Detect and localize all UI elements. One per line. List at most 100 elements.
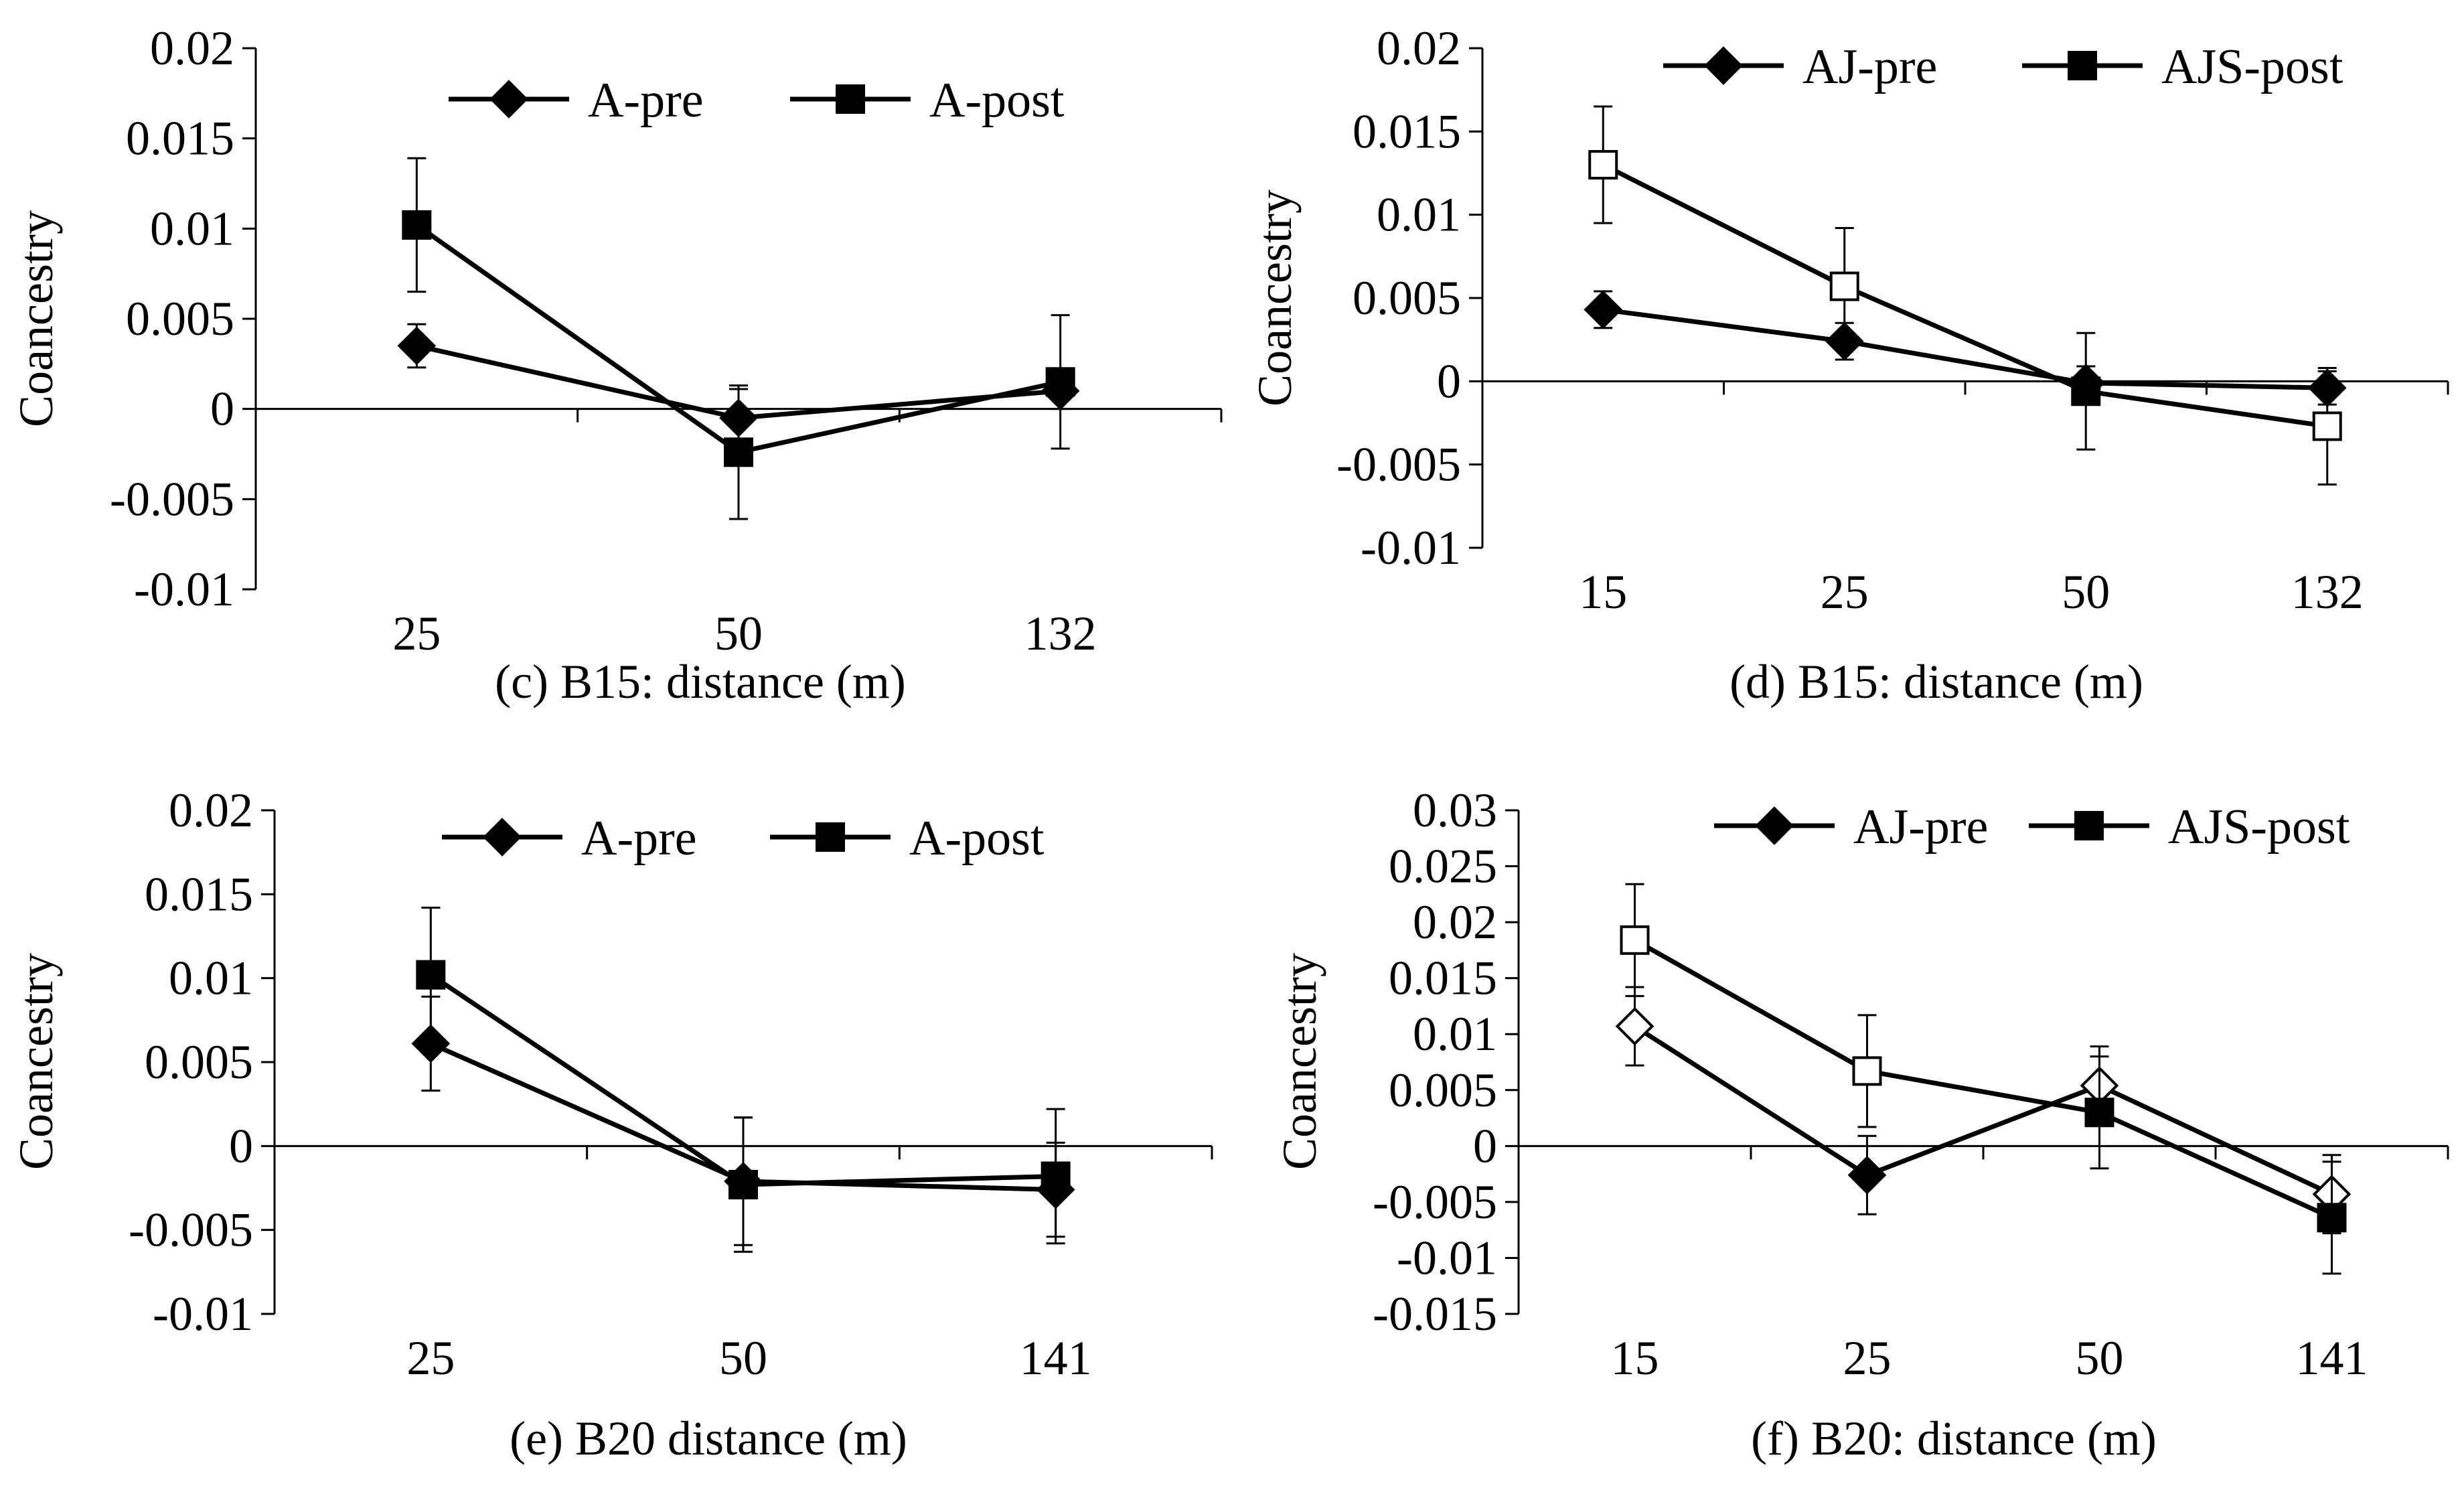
y-axis-title: Coancestry xyxy=(1273,953,1326,1170)
x-tick-label: 132 xyxy=(2291,565,2364,619)
y-tick-label: 0.015 xyxy=(145,867,253,921)
y-tick-label: 0.005 xyxy=(126,292,234,346)
chart-caption: (f) B20: distance (m) xyxy=(1751,1412,2157,1465)
chart-e: -0.01 -0.005 0 0.005 0.01 0.015 0.02 25 50 141 Coa… xyxy=(9,784,1213,1465)
y-tick-label: 0 xyxy=(229,1119,253,1173)
y-tick-label: 0.01 xyxy=(1413,1007,1497,1061)
chart-c: -0.01 -0.005 0 0.005 0.01 0.015 0.02 25 50 132 Coa… xyxy=(9,21,1223,709)
data-point xyxy=(728,1169,758,1199)
legend-label: A-pre xyxy=(588,73,704,128)
x-tick-label: 50 xyxy=(719,1331,767,1385)
y-tick-label: 0.005 xyxy=(145,1035,253,1089)
legend-label: A-pre xyxy=(581,811,697,866)
chart-caption: (e) B20 distance (m) xyxy=(510,1412,907,1465)
y-tick-label: 0.01 xyxy=(150,202,234,255)
y-tick-label: 0 xyxy=(210,382,234,436)
data-point xyxy=(2071,376,2101,406)
data-point xyxy=(1847,1155,1887,1195)
y-tick-label: -0.005 xyxy=(110,472,234,526)
y-tick-label: -0.015 xyxy=(1373,1287,1497,1341)
series-line xyxy=(1602,307,2327,390)
data-point xyxy=(1045,367,1075,397)
chart-caption: (c) B15: distance (m) xyxy=(495,655,906,709)
x-tick-label: 25 xyxy=(1821,565,1869,619)
legend-label: A-post xyxy=(929,73,1065,128)
y-tick-label: 0.015 xyxy=(1353,104,1461,158)
y-tick-label: -0.01 xyxy=(1397,1231,1497,1284)
y-tick-label: 0.01 xyxy=(1377,188,1461,242)
legend-entry: AJS-post xyxy=(2022,40,2343,94)
legend-entry: A-pre xyxy=(449,73,704,128)
data-point xyxy=(1852,1056,1882,1086)
y-tick-label: 0.005 xyxy=(1389,1063,1497,1117)
series-1 xyxy=(402,157,1075,520)
x-tick-label: 132 xyxy=(1024,607,1097,660)
legend-entry: A-post xyxy=(790,73,1065,128)
legend-marker xyxy=(483,818,522,857)
data-point xyxy=(1588,150,1618,180)
legend-entry: AJS-post xyxy=(2029,800,2350,854)
data-point xyxy=(1041,1161,1071,1191)
x-tick-label: 25 xyxy=(1843,1331,1892,1385)
y-axis-title: Coancestry xyxy=(9,210,63,427)
data-point xyxy=(411,1024,451,1063)
data-point xyxy=(397,326,437,366)
y-tick-label: -0.01 xyxy=(1361,521,1461,575)
data-point xyxy=(1615,1007,1654,1046)
y-axis-title: Coancestry xyxy=(9,953,63,1170)
legend-entry: A-pre xyxy=(442,811,697,866)
chart-d: -0.01 -0.005 0 0.005 0.01 0.015 0.02 15 25 50 132 C… xyxy=(1248,21,2449,709)
data-point xyxy=(402,210,432,240)
legend-marker xyxy=(489,80,528,119)
series-0 xyxy=(1615,986,2352,1235)
y-tick-label: -0.005 xyxy=(1373,1175,1497,1229)
series-1 xyxy=(416,906,1071,1253)
y-tick-label: 0.02 xyxy=(1413,895,1497,949)
y-tick-label: -0.01 xyxy=(153,1287,253,1341)
legend-label: AJ-pre xyxy=(1802,40,1937,94)
data-point xyxy=(1829,271,1859,301)
legend-entry: AJ-pre xyxy=(1714,800,1988,854)
y-axis-title: Coancestry xyxy=(1248,190,1302,406)
y-tick-label: 0.02 xyxy=(169,784,253,837)
chart-caption: (d) B15: distance (m) xyxy=(1729,655,2143,709)
x-tick-label: 141 xyxy=(2296,1331,2368,1385)
legend-label: AJ-pre xyxy=(1853,800,1988,854)
x-tick-label: 50 xyxy=(2062,565,2110,619)
legend-entry: AJ-pre xyxy=(1663,40,1937,94)
legend-marker xyxy=(816,822,845,852)
y-tick-label: 0.025 xyxy=(1389,840,1497,893)
series-1 xyxy=(1588,105,2342,486)
x-tick-label: 141 xyxy=(1020,1331,1092,1385)
chart-f: -0.015-0.01-0.00500.0050.010.0150.020.02… xyxy=(1273,784,2449,1465)
series-line xyxy=(1602,162,2328,429)
y-tick-label: -0.01 xyxy=(134,563,234,616)
data-point xyxy=(724,437,753,467)
x-tick-label: 25 xyxy=(392,607,441,660)
x-tick-label: 50 xyxy=(2076,1331,2124,1385)
y-tick-label: 0.015 xyxy=(126,112,234,165)
y-tick-label: 0.03 xyxy=(1413,784,1497,837)
x-tick-label: 15 xyxy=(1611,1331,1659,1385)
series-line xyxy=(1633,1024,2333,1197)
x-tick-label: 15 xyxy=(1579,565,1627,619)
legend-marker xyxy=(2074,811,2104,840)
data-point xyxy=(1620,925,1650,955)
data-point xyxy=(2084,1098,2114,1128)
legend-entry: A-post xyxy=(770,811,1045,866)
data-point xyxy=(2312,411,2342,441)
data-point xyxy=(2317,1203,2347,1233)
legend-marker xyxy=(2068,51,2097,80)
data-point xyxy=(416,960,446,990)
y-tick-label: 0 xyxy=(1437,354,1461,408)
y-tick-label: 0.005 xyxy=(1353,271,1461,325)
legend-marker xyxy=(836,84,865,114)
y-tick-label: -0.005 xyxy=(129,1203,253,1257)
legend-label: AJS-post xyxy=(2168,800,2350,854)
legend-marker xyxy=(1755,806,1794,845)
y-tick-label: -0.005 xyxy=(1336,438,1461,492)
y-tick-label: 0.02 xyxy=(150,21,234,75)
legend-label: A-post xyxy=(909,811,1045,866)
y-tick-label: 0.02 xyxy=(1377,21,1461,75)
